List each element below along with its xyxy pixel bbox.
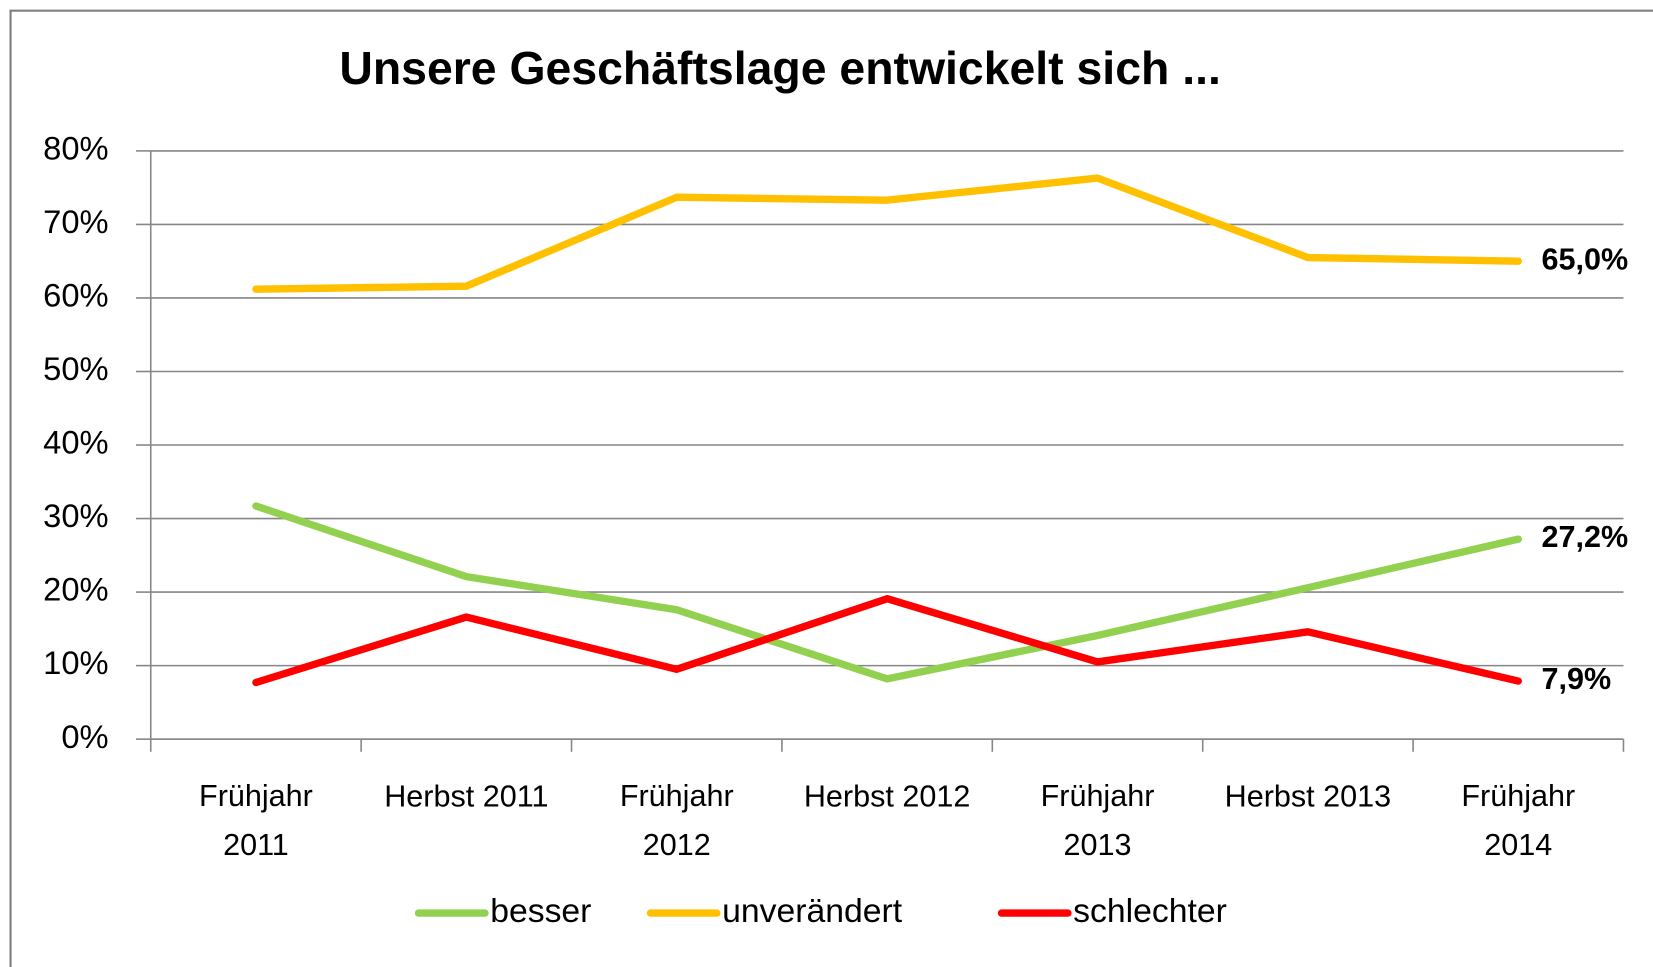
- series-line: [252, 502, 1522, 683]
- y-tick-label: 10%: [43, 644, 108, 681]
- y-tick-label: 20%: [43, 571, 108, 608]
- y-tick-label: 30%: [43, 497, 108, 534]
- y-tick-label: 0%: [61, 718, 108, 755]
- x-tick-label: Frühjahr 2014: [1461, 779, 1575, 862]
- y-tick-label: 80%: [43, 130, 108, 167]
- y-tick-label: 70%: [43, 203, 108, 240]
- y-tick-label: 40%: [43, 424, 108, 461]
- x-tick-label: Herbst 2011: [384, 779, 548, 813]
- x-tick-label: Frühjahr 2012: [620, 779, 734, 862]
- x-tick-label: Herbst 2013: [1225, 779, 1392, 813]
- chart-frame: [9, 9, 1653, 967]
- data-label: 7,9%: [1541, 662, 1611, 696]
- legend-label: unverändert: [722, 892, 903, 930]
- series-line: [252, 174, 1522, 293]
- x-tick-label: Frühjahr 2013: [1041, 779, 1155, 862]
- x-tick-label: Frühjahr 2011: [199, 779, 313, 862]
- series-line: [252, 595, 1522, 687]
- data-label: 65,0%: [1541, 242, 1628, 276]
- legend-label: schlechter: [1073, 892, 1227, 930]
- y-tick-label: 60%: [43, 277, 108, 314]
- chart-title: Unsere Geschäftslage entwickelt sich ...: [339, 42, 1221, 94]
- data-label: 27,2%: [1541, 520, 1628, 554]
- x-tick-label: Herbst 2012: [804, 779, 971, 813]
- legend-label: besser: [490, 892, 591, 930]
- y-tick-label: 50%: [43, 350, 108, 387]
